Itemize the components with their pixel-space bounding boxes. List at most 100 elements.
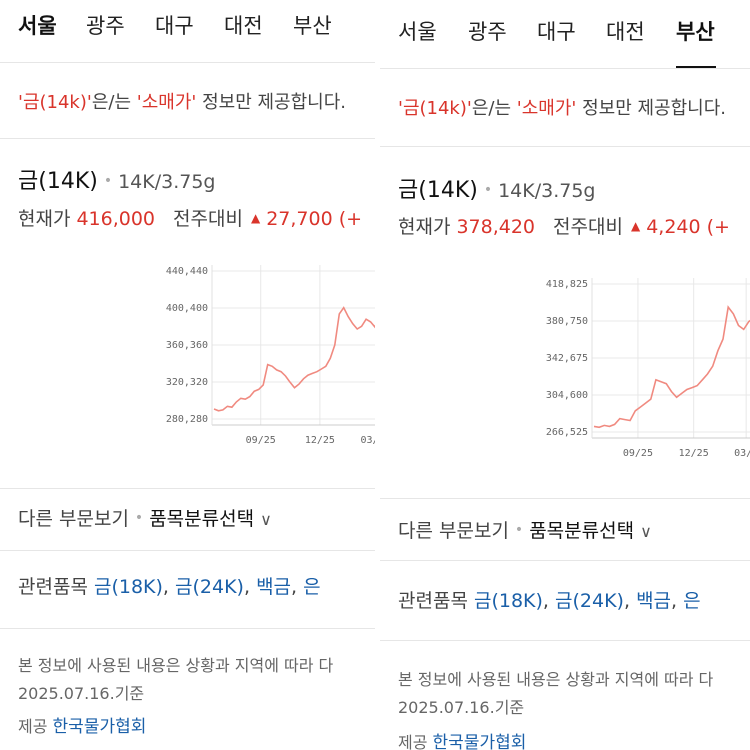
browse-label: 다른 부문보기	[18, 508, 129, 530]
compare-label: 전주대비	[173, 208, 243, 230]
category-select[interactable]: 품목분류선택	[149, 508, 255, 530]
divider	[380, 640, 750, 641]
item-title: 금(14K) • 14K/3.75g	[18, 163, 216, 195]
price-chart: 440,440 400,400 360,360 320,320 280,280 09/25…	[166, 265, 375, 446]
y-tick-label: 266,525	[546, 427, 588, 438]
related-link-silver[interactable]: 은	[683, 590, 701, 612]
price-row: 현재가 378,420 전주대비 ▲ 4,240 (+	[398, 212, 730, 239]
dot-separator: •	[483, 182, 493, 198]
divider	[0, 138, 375, 139]
chevron-down-icon[interactable]: ∨	[640, 522, 652, 541]
y-tick-label: 440,440	[166, 266, 208, 277]
x-tick-label: 09/25	[246, 435, 276, 446]
chevron-down-icon[interactable]: ∨	[260, 510, 272, 529]
notice-type: '소매가'	[136, 92, 197, 113]
divider	[380, 560, 750, 561]
related-link-18k[interactable]: 금(18K)	[473, 590, 543, 612]
y-tick-label: 320,320	[166, 377, 208, 388]
tab-gwangju[interactable]: 광주	[86, 14, 125, 38]
seoul-panel: 서울 광주 대구 대전 부산 '금(14k)'은/는 '소매가' 정보만 제공합…	[0, 14, 375, 737]
price-chart: 418,825 380,750 342,675 304,600 266,525 09/25…	[546, 278, 750, 459]
divider	[0, 628, 375, 629]
related-link-silver[interactable]: 은	[303, 576, 321, 598]
browse-row[interactable]: 다른 부문보기 • 품목분류선택 ∨	[398, 516, 652, 543]
x-tick-label: 12/25	[679, 448, 709, 459]
browse-row[interactable]: 다른 부문보기 • 품목분류선택 ∨	[18, 504, 272, 531]
notice-mid: 은/는	[91, 92, 132, 113]
price-line	[213, 306, 375, 412]
tab-busan[interactable]: 부산	[676, 20, 715, 44]
tab-daejeon[interactable]: 대전	[224, 14, 263, 38]
x-tick-label: 03/26	[361, 435, 375, 446]
x-tick-label: 09/25	[623, 448, 653, 459]
current-price: 378,420	[456, 216, 536, 238]
tab-daegu[interactable]: 대구	[537, 20, 576, 44]
tab-busan[interactable]: 부산	[293, 14, 332, 38]
divider	[380, 146, 750, 147]
provider-row: 제공 한국물가협회	[18, 712, 146, 737]
info-notice: '금(14k)'은/는 '소매가' 정보만 제공합니다.	[18, 88, 346, 114]
y-tick-label: 342,675	[546, 353, 588, 364]
divider	[380, 68, 750, 69]
dot-separator: •	[103, 173, 113, 189]
notice-tail: 정보만 제공합니다.	[582, 98, 727, 119]
price-line	[593, 305, 750, 429]
y-tick-label: 360,360	[166, 340, 208, 351]
date-basis: 2025.07.16.기준	[398, 698, 525, 717]
notice-mid: 은/는	[471, 98, 512, 119]
current-price-label: 현재가	[18, 208, 71, 230]
browse-label: 다른 부문보기	[398, 520, 509, 542]
up-arrow-icon: ▲	[250, 211, 261, 225]
divider	[0, 62, 375, 63]
notice-item: '금(14k)'	[18, 92, 92, 113]
tab-daejeon[interactable]: 대전	[606, 20, 645, 44]
item-name: 금(14K)	[398, 178, 478, 203]
notice-type: '소매가'	[516, 98, 577, 119]
change-value: 4,240 (+	[646, 216, 730, 238]
provider-link[interactable]: 한국물가협회	[432, 733, 527, 750]
current-price-label: 현재가	[398, 216, 451, 238]
notice-item: '금(14k)'	[398, 98, 472, 119]
related-link-24k[interactable]: 금(24K)	[555, 590, 624, 612]
item-spec: 14K/3.75g	[498, 180, 596, 202]
category-select[interactable]: 품목분류선택	[529, 520, 635, 542]
up-arrow-icon: ▲	[630, 219, 641, 233]
info-notice: '금(14k)'은/는 '소매가' 정보만 제공합니다.	[398, 94, 726, 120]
tab-seoul[interactable]: 서울	[398, 20, 437, 44]
related-link-18k[interactable]: 금(18K)	[93, 576, 163, 598]
divider	[0, 550, 375, 551]
provider-label: 제공	[398, 733, 428, 750]
change-value: 27,700 (+	[266, 208, 363, 230]
related-link-platinum[interactable]: 백금	[256, 576, 292, 598]
tab-daegu[interactable]: 대구	[155, 14, 194, 38]
disclaimer: 본 정보에 사용된 내용은 상황과 지역에 따라 다	[398, 670, 714, 689]
y-tick-label: 280,280	[166, 414, 208, 425]
active-tab-indicator	[676, 66, 716, 68]
x-tick-label: 12/25	[305, 435, 335, 446]
related-label: 관련품목	[398, 590, 468, 612]
item-title: 금(14K) • 14K/3.75g	[398, 172, 596, 204]
dot-separator: •	[134, 510, 144, 526]
tab-gwangju[interactable]: 광주	[468, 20, 507, 44]
notice-tail: 정보만 제공합니다.	[202, 92, 347, 113]
divider	[0, 488, 375, 489]
y-tick-label: 400,400	[166, 303, 208, 314]
tab-seoul[interactable]: 서울	[18, 14, 57, 38]
related-link-24k[interactable]: 금(24K)	[175, 576, 244, 598]
related-items: 관련품목 금(18K), 금(24K), 백금, 은	[18, 576, 321, 598]
y-tick-label: 418,825	[546, 279, 588, 290]
dot-separator: •	[514, 522, 524, 538]
provider-label: 제공	[18, 717, 48, 736]
y-tick-label: 304,600	[546, 390, 588, 401]
panel-gap	[375, 0, 380, 750]
divider	[380, 498, 750, 499]
current-price: 416,000	[76, 208, 156, 230]
compare-label: 전주대비	[553, 216, 623, 238]
related-link-platinum[interactable]: 백금	[636, 590, 672, 612]
item-name: 금(14K)	[18, 169, 98, 194]
disclaimer: 본 정보에 사용된 내용은 상황과 지역에 따라 다	[18, 656, 334, 675]
related-items: 관련품목 금(18K), 금(24K), 백금, 은	[398, 590, 701, 612]
x-tick-label: 03/2	[734, 448, 750, 459]
provider-link[interactable]: 한국물가협회	[52, 717, 147, 737]
price-row: 현재가 416,000 전주대비 ▲ 27,700 (+	[18, 204, 362, 231]
